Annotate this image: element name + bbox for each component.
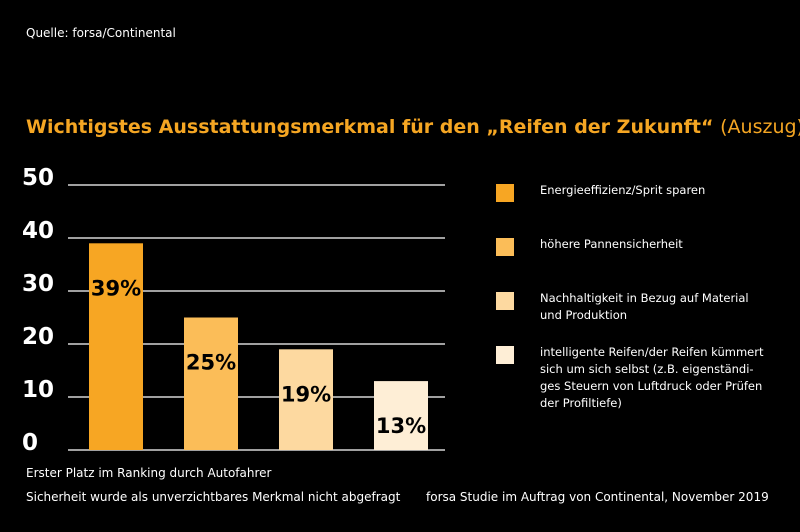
legend-label-puncture: höhere Pannensicherheit xyxy=(540,237,683,251)
chart-title-main: Wichtigstes Ausstattungsmerkmal für den … xyxy=(26,116,714,138)
data-label-3: 19% xyxy=(281,382,331,406)
y-tick-label-30: 30 xyxy=(22,271,54,297)
legend-item-energy: Energieeffizienz/Sprit sparen xyxy=(496,182,785,202)
legend-swatch-smart-tires xyxy=(496,346,514,364)
source-label: Quelle: forsa/Continental xyxy=(26,26,176,40)
legend-item-smart-tires: intelligente Reifen/der Reifen kümmert s… xyxy=(496,344,772,412)
bar-4 xyxy=(374,381,428,450)
data-label-4: 13% xyxy=(376,414,426,438)
bar-2 xyxy=(184,317,238,450)
legend-label-energy: Energieeffizienz/Sprit sparen xyxy=(540,183,706,197)
footer-note-line2: Sicherheit wurde als unverzichtbares Mer… xyxy=(26,490,401,504)
legend-item-sustainability: Nachhaltigkeit in Bezug auf Material und… xyxy=(496,290,770,324)
bars xyxy=(89,243,428,450)
data-label-2: 25% xyxy=(186,351,236,375)
chart-title-suffix: (Auszug) xyxy=(720,116,800,138)
footer-note-line1: Erster Platz im Ranking durch Autofahrer xyxy=(26,466,272,480)
legend-swatch-sustainability xyxy=(496,292,514,310)
bar-3 xyxy=(279,349,333,450)
footer-study: forsa Studie im Auftrag von Continental,… xyxy=(426,490,769,504)
legend-label-sustainability: Nachhaltigkeit in Bezug auf Material und… xyxy=(540,291,749,322)
legend-swatch-energy xyxy=(496,184,514,202)
bar-1 xyxy=(89,243,143,450)
y-tick-label-0: 0 xyxy=(22,430,38,456)
y-tick-label-10: 10 xyxy=(22,377,54,403)
chart-title: Wichtigstes Ausstattungsmerkmal für den … xyxy=(26,116,800,138)
y-tick-label-40: 40 xyxy=(22,218,54,244)
legend-item-puncture: höhere Pannensicherheit xyxy=(496,236,785,256)
legend-swatch-puncture xyxy=(496,238,514,256)
y-tick-label-20: 20 xyxy=(22,324,54,350)
data-label-1: 39% xyxy=(91,276,141,300)
y-axis-ticks: 0 10 20 30 40 50 xyxy=(22,165,54,456)
legend-label-smart-tires: intelligente Reifen/der Reifen kümmert s… xyxy=(540,345,764,410)
y-tick-label-50: 50 xyxy=(22,165,54,191)
data-labels: 39% 25% 19% 13% xyxy=(91,276,426,438)
